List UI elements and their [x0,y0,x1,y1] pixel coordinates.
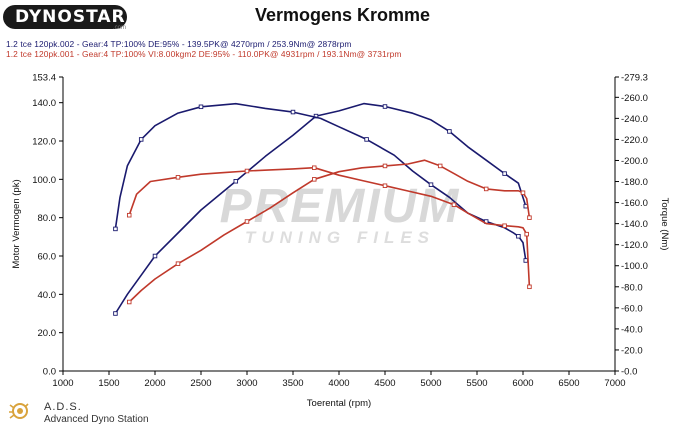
series-marker-3 [312,177,317,182]
series-marker-3 [175,261,181,266]
y2-axis-label: Torque (Nm) [659,198,670,251]
chart-axes: 1000 1500 2000 2500 3000 3500 4000 4500 5000 5500… [32,73,648,390]
series-marker-1 [382,104,388,109]
chart-title: Vermogens Kromme [254,5,431,25]
y2-tick-label: -279.3 [621,73,648,84]
series-marker-4 [312,165,317,170]
y-tick-label: 120.0 [32,137,56,148]
series-marker-4 [382,183,388,188]
series-marker-3 [520,190,526,196]
y-tick-label: 40.0 [38,290,57,301]
y-axis-label: Motor Vermogen (pk) [11,179,22,268]
watermark-sub: TUNING FILES [245,228,435,247]
x-tick-label: 1500 [98,378,119,389]
y2-tick-label: -80.0 [621,282,643,293]
series-marker-3 [527,215,532,220]
x-tick-label: 5000 [420,378,441,389]
footer-subtitle: Advanced Dyno Station [44,414,149,425]
series-marker-1 [447,129,452,134]
y2-tick-label: -200.0 [621,156,648,167]
logo-text: DYNOSTAR [15,7,126,27]
series-marker-4 [451,202,457,207]
logo-subtext: .com [113,25,127,31]
series-marker-1 [113,311,118,316]
series-marker-2 [516,234,521,239]
series-line-4-torque [128,166,531,287]
y2-tick-label: -160.0 [621,198,648,209]
y2-tick-label: -40.0 [621,324,643,335]
y-tick-label: 153.4 [32,73,56,84]
y2-tick-label: -220.0 [621,135,648,146]
series-marker-2 [364,137,369,142]
series-layer [113,102,532,316]
x-tick-label: 3500 [282,378,303,389]
series-marker-3 [244,219,250,224]
watermark-main: PREMIUM [220,180,461,233]
run-label-2: 1.2 tce 120pk.001 - Gear:4 TP:100% VI:8.… [6,49,402,59]
y2-tick-label: -120.0 [621,240,648,251]
y2-tick-label: -240.0 [621,114,648,125]
series-marker-1 [502,171,507,176]
series-marker-4 [244,168,250,174]
x-tick-label: 5500 [466,378,487,389]
series-marker-3 [483,186,489,192]
y-tick-label: 60.0 [38,252,57,263]
series-marker-3 [382,163,388,169]
y2-tick-label: -0.0 [621,367,637,378]
series-marker-4 [502,223,507,228]
y2-tick-label: -260.0 [621,93,648,104]
series-marker-3 [437,163,443,169]
y-tick-label: 100.0 [32,175,56,186]
footer-ads: A.D.S. [44,401,82,413]
y-tick-label: 80.0 [38,213,57,224]
run-label-1: 1.2 tce 120pk.002 - Gear:4 TP:100% DE:95… [6,39,352,49]
x-tick-label: 2000 [144,378,165,389]
series-marker-3 [126,299,132,305]
series-marker-4 [126,212,132,218]
y-tick-label: 140.0 [32,98,56,109]
series-marker-2 [198,104,204,110]
logo-badge [3,5,127,29]
dynostar-logo: DYNOSTAR .com [3,3,129,31]
series-marker-4 [527,284,532,290]
y2-tick-label: -100.0 [621,261,648,272]
series-marker-2 [113,226,118,232]
y-tick-label: 0.0 [43,367,56,378]
y2-tick-label: -60.0 [621,303,643,314]
x-tick-label: 4000 [328,378,349,389]
x-tick-label: 2500 [190,378,211,389]
series-marker-2 [428,182,434,187]
y2-tick-label: -180.0 [621,177,648,188]
x-tick-label: 6000 [512,378,533,389]
series-marker-1 [233,179,239,184]
x-tick-label: 1000 [52,378,73,389]
x-tick-label: 3000 [236,378,257,389]
x-tick-label: 7000 [604,378,625,389]
series-marker-1 [152,253,158,259]
series-marker-2 [523,258,529,263]
x-axis-label: Toerental (rpm) [307,398,371,409]
series-line-1-power [114,102,527,314]
ads-logo-icon [9,403,29,419]
series-marker-2 [290,109,296,115]
x-tick-label: 6500 [558,378,579,389]
y2-tick-label: -20.0 [621,345,643,356]
series-line-3-power [128,159,531,303]
series-marker-4 [524,231,529,237]
series-line-2-torque [114,102,527,261]
y-tick-label: 20.0 [38,328,57,339]
y2-tick-label: -140.0 [621,219,648,230]
series-marker-2 [138,137,144,142]
series-marker-4 [175,175,181,180]
x-tick-label: 4500 [374,378,395,389]
